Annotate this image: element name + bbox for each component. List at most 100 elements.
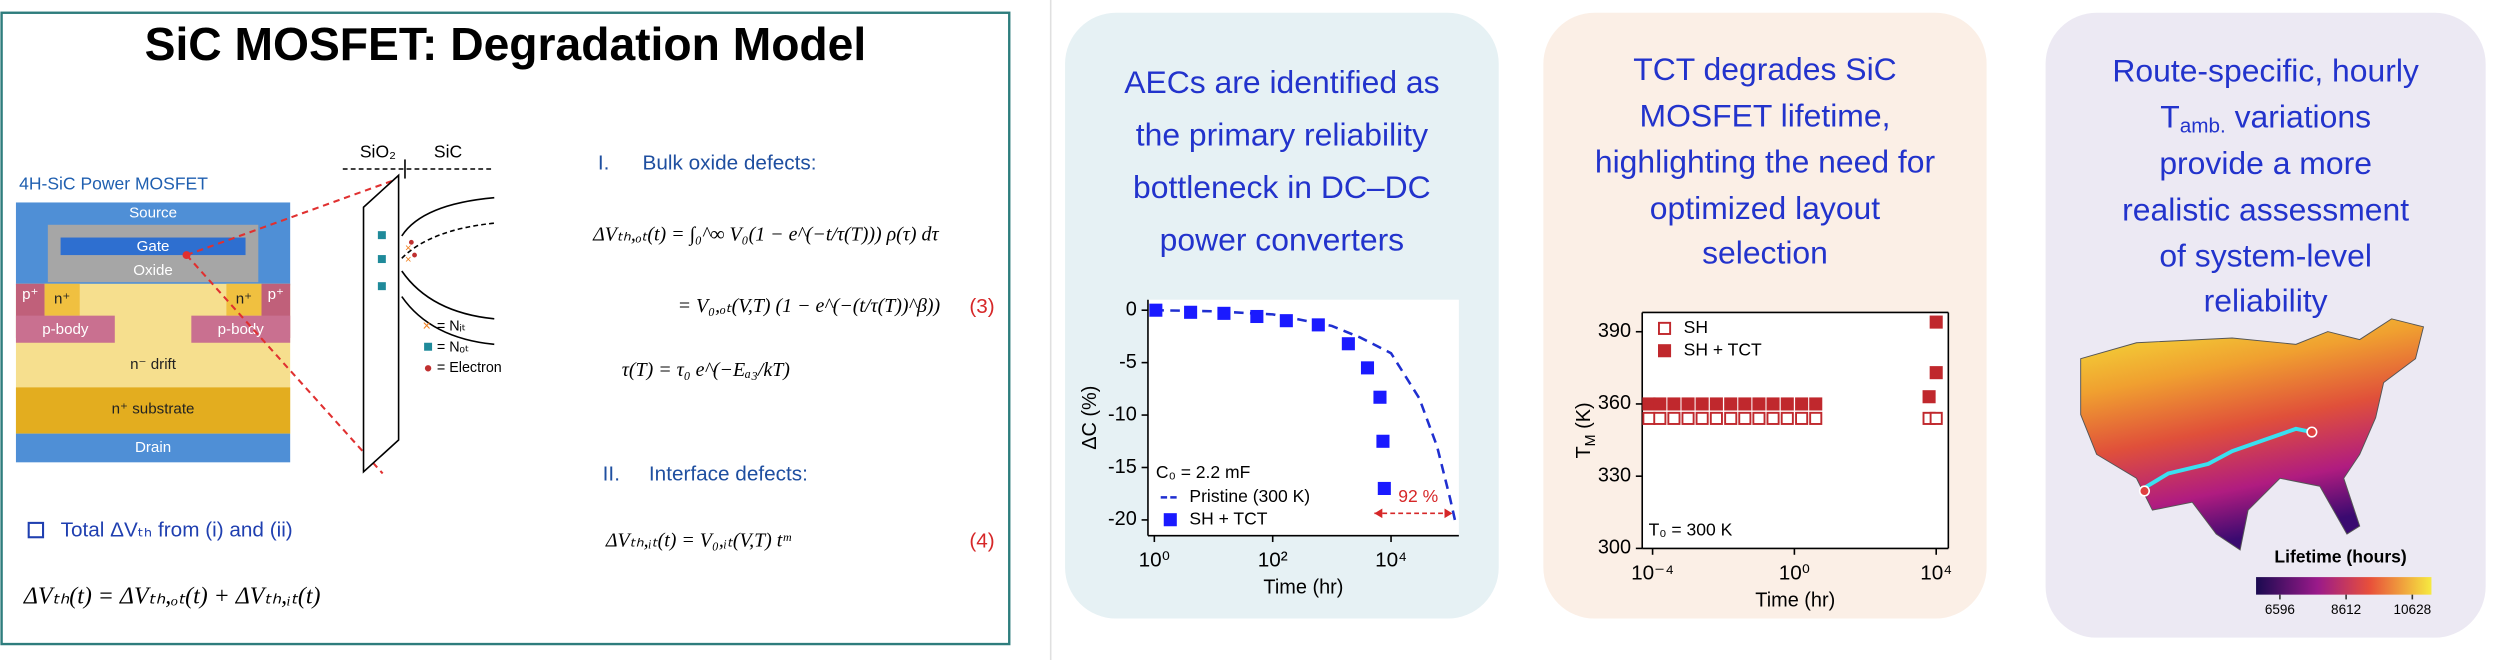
text: (K) [1573, 402, 1595, 434]
legend-swatch [1658, 344, 1672, 358]
panel-text: selection [1702, 234, 1828, 270]
marker [1929, 315, 1943, 329]
label: n⁺ substrate [112, 401, 195, 418]
x-tick-label: 10⁴ [1920, 561, 1952, 584]
decoration [186, 177, 399, 257]
panel-text: TCT degrades SiC [1633, 51, 1896, 87]
marker [1667, 397, 1681, 411]
slide-title: SiC MOSFET: Degradation Model [145, 18, 867, 70]
legend-label: Pristine (300 K) [1189, 486, 1310, 506]
panel-text: reliability [2204, 282, 2328, 318]
decoration [185, 254, 384, 475]
decoration [401, 196, 495, 237]
marker [1780, 397, 1794, 411]
text: variations [2226, 99, 2371, 135]
marker [1922, 390, 1936, 404]
marker [1724, 411, 1738, 425]
label: SiO₂ [360, 142, 396, 162]
panel-text: realistic assessment [2122, 191, 2409, 227]
marker [1376, 434, 1390, 448]
marker [1149, 303, 1163, 317]
marker [1360, 361, 1375, 375]
decoration [401, 296, 495, 346]
legend-label: SH [1684, 317, 1708, 337]
legend-label: = Nᵢₜ [437, 319, 466, 335]
heading: Bulk oxide defects: [643, 152, 817, 175]
label: Oxide [133, 262, 173, 279]
marker [1681, 397, 1695, 411]
x-axis-label: Time (hr) [1263, 577, 1343, 599]
decoration [424, 342, 433, 351]
marker [1667, 411, 1681, 425]
map: Lifetime (hours) [2080, 318, 2432, 595]
marker [1709, 397, 1723, 411]
marker [1695, 411, 1709, 425]
marker [1709, 411, 1723, 425]
marker [1780, 411, 1794, 425]
decoration [377, 282, 386, 291]
label: n⁻ drift [130, 356, 177, 373]
legend-label: = Electron [437, 360, 502, 376]
marker [1681, 411, 1695, 425]
decoration [27, 521, 45, 539]
label: n⁺ [236, 291, 252, 308]
decoration [2080, 318, 2425, 551]
label: n⁺ [54, 291, 70, 308]
label: p-body [218, 321, 265, 338]
equations: I. Bulk oxide defects: ΔVₜₕ,ₒₜ(t) = ∫₀^∞… [23, 152, 995, 610]
marker [1738, 397, 1752, 411]
equation-number: (3) [969, 295, 994, 318]
marker [1279, 314, 1293, 328]
panel-text: power converters [1160, 222, 1404, 258]
x-tick-label: 10² [1258, 549, 1288, 572]
decoration [401, 222, 495, 259]
decoration [182, 251, 191, 260]
panel-text: Tamb. variations [2160, 99, 2371, 138]
decoration: × [423, 319, 431, 335]
marker [1929, 411, 1943, 425]
x-tick-label: 10⁴ [1375, 549, 1407, 572]
legend-swatch [1658, 321, 1672, 335]
plot-area [1147, 299, 1459, 536]
marker [1377, 481, 1391, 495]
subscript: M [1583, 434, 1599, 446]
equation: ΔVₜₕ(t) = ΔVₜₕ,ₒₜ(t) + ΔVₜₕ,ᵢₜ(t) [23, 583, 321, 609]
x-tick-label: 10⁰ [1139, 549, 1170, 572]
colorbar-tick-label: 8612 [2331, 602, 2361, 617]
marker [1752, 397, 1766, 411]
legend-swatch [1163, 513, 1177, 527]
colorbar [2256, 577, 2432, 595]
y-axis-label: ΔC (%) [1079, 386, 1101, 450]
panel-text: MOSFET lifetime, [1640, 97, 1891, 133]
annotation: 92 % [1398, 486, 1438, 506]
decoration [377, 255, 386, 264]
decoration [377, 231, 386, 240]
label: p⁺ [22, 286, 38, 303]
panel-text: Route-specific, hourly [2112, 53, 2419, 89]
y-tick-label: 330 [1598, 464, 1631, 486]
marker [1738, 411, 1752, 425]
marker [1184, 305, 1198, 319]
arrow-head [1374, 508, 1453, 519]
annotation: T₀ = 300 K [1649, 519, 1733, 539]
text: T [1573, 446, 1595, 458]
legend-label: SH + TCT [1189, 508, 1267, 528]
label: p-body [42, 321, 89, 338]
label: p⁺ [268, 286, 284, 303]
decoration: × [405, 254, 412, 266]
y-tick-label: -20 [1108, 508, 1137, 530]
x-tick-label: 10⁻⁴ [1631, 561, 1674, 584]
marker [1373, 390, 1387, 404]
annotation: C₀ = 2.2 mF [1156, 462, 1250, 482]
y-tick-label: 300 [1598, 537, 1631, 559]
band-diagram: SiO₂ SiC × × × = Nᵢₜ = Nₒₜ = Electron [342, 142, 502, 474]
marker [1250, 309, 1264, 324]
plot-area [1642, 312, 1949, 549]
marker [1766, 397, 1780, 411]
marker [1217, 306, 1231, 320]
equation: τ(T) = τ₀ e^(−Eₐ₃/kT) [622, 359, 791, 381]
marker [1724, 397, 1738, 411]
marker [1795, 411, 1809, 425]
